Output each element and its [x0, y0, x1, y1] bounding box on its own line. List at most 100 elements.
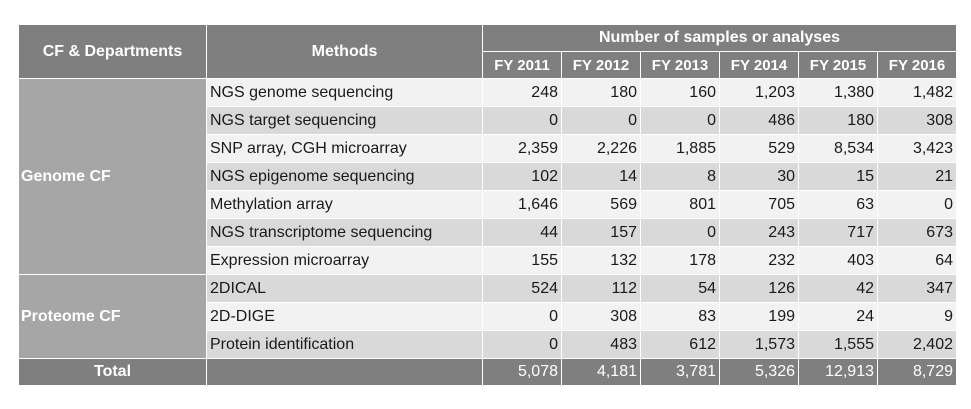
value-cell: 529	[719, 134, 799, 163]
value-cell: 155	[482, 246, 562, 275]
value-cell: 1,885	[640, 134, 720, 163]
value-cell: 199	[719, 302, 799, 331]
value-cell: 2,359	[482, 134, 562, 163]
value-cell: 178	[640, 246, 720, 275]
table-row: NGS epigenome sequencing 102 14 8 30 15 …	[19, 162, 957, 191]
header-year-2016: FY 2016	[877, 51, 957, 79]
value-cell: 0	[640, 106, 720, 135]
value-cell: 248	[482, 78, 562, 107]
value-cell: 102	[482, 162, 562, 191]
method-cell: NGS epigenome sequencing	[206, 162, 483, 191]
value-cell: 486	[719, 106, 799, 135]
value-cell: 1,203	[719, 78, 799, 107]
header-cf-departments: CF & Departments	[18, 24, 207, 79]
method-cell: NGS target sequencing	[206, 106, 483, 135]
group-proteome-cf: Proteome CF	[18, 274, 207, 359]
value-cell: 112	[561, 274, 641, 303]
samples-table: CF & Departments Methods Number of sampl…	[18, 24, 957, 386]
value-cell: 0	[640, 218, 720, 247]
header-year-2012: FY 2012	[561, 51, 641, 79]
value-cell: 63	[798, 190, 878, 219]
table-row: NGS transcriptome sequencing 44 157 0 24…	[19, 218, 957, 247]
value-cell: 3,423	[877, 134, 957, 163]
total-value-cell: 4,181	[561, 358, 641, 386]
table-row: Protein identification 0 483 612 1,573 1…	[19, 330, 957, 359]
value-cell: 42	[798, 274, 878, 303]
value-cell: 308	[877, 106, 957, 135]
value-cell: 801	[640, 190, 720, 219]
table-row: Expression microarray 155 132 178 232 40…	[19, 246, 957, 275]
value-cell: 15	[798, 162, 878, 191]
value-cell: 0	[482, 330, 562, 359]
value-cell: 132	[561, 246, 641, 275]
value-cell: 24	[798, 302, 878, 331]
value-cell: 524	[482, 274, 562, 303]
table-row: NGS target sequencing 0 0 0 486 180 308	[19, 106, 957, 135]
value-cell: 14	[561, 162, 641, 191]
method-cell: 2D-DIGE	[206, 302, 483, 331]
value-cell: 243	[719, 218, 799, 247]
value-cell: 0	[482, 302, 562, 331]
method-cell: NGS transcriptome sequencing	[206, 218, 483, 247]
value-cell: 232	[719, 246, 799, 275]
value-cell: 44	[482, 218, 562, 247]
method-cell: Methylation array	[206, 190, 483, 219]
value-cell: 1,380	[798, 78, 878, 107]
value-cell: 30	[719, 162, 799, 191]
total-label: Total	[18, 358, 207, 386]
total-value-cell: 5,326	[719, 358, 799, 386]
total-value-cell: 5,078	[482, 358, 562, 386]
value-cell: 157	[561, 218, 641, 247]
value-cell: 1,646	[482, 190, 562, 219]
table-row: Genome CF NGS genome sequencing 248 180 …	[18, 78, 957, 275]
value-cell: 483	[561, 330, 641, 359]
value-cell: 2,402	[877, 330, 957, 359]
table-row: Proteome CF 2DICAL 524 112 54 126 42 347	[18, 274, 957, 359]
table-row: SNP array, CGH microarray 2,359 2,226 1,…	[19, 134, 957, 163]
header-year-2015: FY 2015	[798, 51, 878, 79]
value-cell: 64	[877, 246, 957, 275]
value-cell: 1,555	[798, 330, 878, 359]
header-methods: Methods	[206, 24, 483, 79]
value-cell: 705	[719, 190, 799, 219]
value-cell: 83	[640, 302, 720, 331]
header-year-2011: FY 2011	[482, 51, 562, 79]
value-cell: 2,226	[561, 134, 641, 163]
value-cell: 1,573	[719, 330, 799, 359]
value-cell: 21	[877, 162, 957, 191]
table-row: 2D-DIGE 0 308 83 199 24 9	[19, 302, 957, 331]
group-genome-cf: Genome CF	[18, 78, 207, 275]
method-cell: SNP array, CGH microarray	[206, 134, 483, 163]
value-cell: 180	[798, 106, 878, 135]
value-cell: 9	[877, 302, 957, 331]
total-value-cell: 8,729	[877, 358, 957, 386]
value-cell: 54	[640, 274, 720, 303]
total-blank-cell	[206, 358, 483, 386]
value-cell: 0	[482, 106, 562, 135]
value-cell: 8,534	[798, 134, 878, 163]
header-year-2014: FY 2014	[719, 51, 799, 79]
total-value-cell: 3,781	[640, 358, 720, 386]
value-cell: 569	[561, 190, 641, 219]
header-year-2013: FY 2013	[640, 51, 720, 79]
value-cell: 612	[640, 330, 720, 359]
value-cell: 8	[640, 162, 720, 191]
method-cell: Expression microarray	[206, 246, 483, 275]
value-cell: 180	[561, 78, 641, 107]
value-cell: 717	[798, 218, 878, 247]
value-cell: 673	[877, 218, 957, 247]
total-row: Total 5,078 4,181 3,781 5,326 12,913 8,7…	[18, 358, 957, 386]
method-cell: 2DICAL	[206, 274, 483, 303]
method-cell: Protein identification	[206, 330, 483, 359]
value-cell: 0	[877, 190, 957, 219]
value-cell: 0	[561, 106, 641, 135]
method-cell: NGS genome sequencing	[206, 78, 483, 107]
header-samples-heading: Number of samples or analyses	[482, 24, 957, 52]
value-cell: 308	[561, 302, 641, 331]
value-cell: 403	[798, 246, 878, 275]
value-cell: 1,482	[877, 78, 957, 107]
total-value-cell: 12,913	[798, 358, 878, 386]
value-cell: 126	[719, 274, 799, 303]
value-cell: 347	[877, 274, 957, 303]
value-cell: 160	[640, 78, 720, 107]
